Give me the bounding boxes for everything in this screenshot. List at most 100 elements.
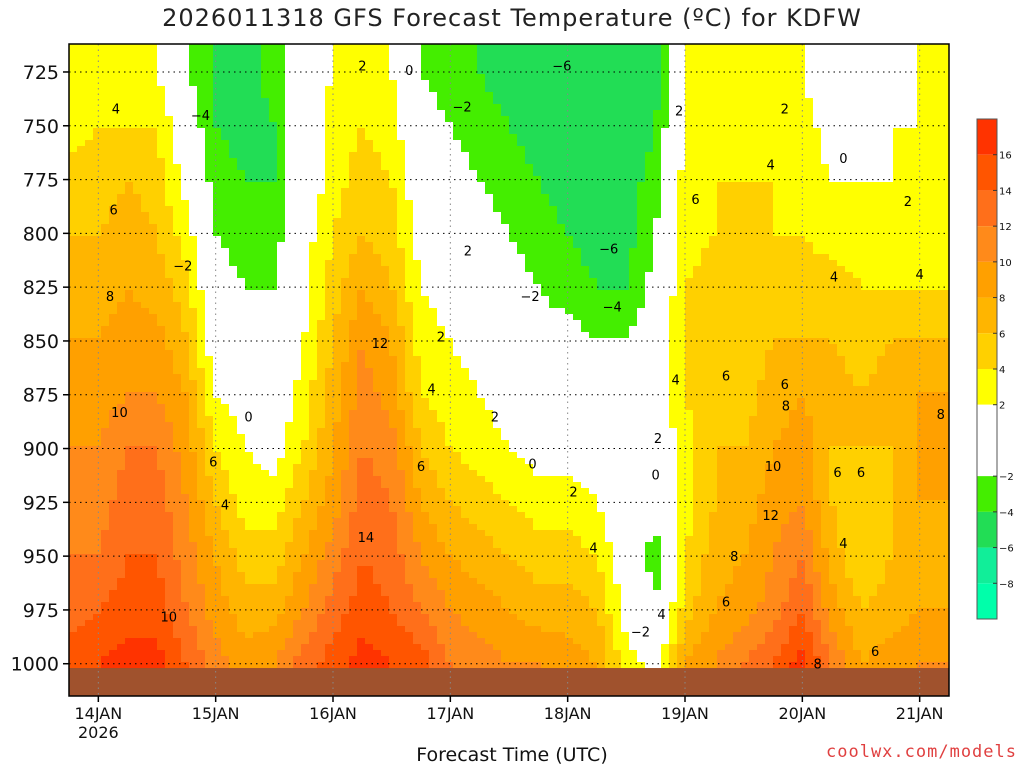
temperature-cell (213, 266, 222, 273)
temperature-cell (77, 650, 86, 657)
temperature-cell (341, 80, 350, 87)
temperature-cell (173, 182, 182, 189)
temperature-cell (357, 326, 366, 333)
temperature-cell (149, 140, 158, 147)
temperature-cell (333, 92, 342, 99)
temperature-cell (221, 518, 230, 525)
temperature-cell (389, 368, 398, 375)
temperature-cell (69, 158, 78, 165)
temperature-cell (189, 110, 198, 117)
temperature-cell (93, 80, 102, 87)
temperature-cell (125, 656, 134, 663)
temperature-cell (229, 386, 238, 393)
temperature-cell (93, 476, 102, 483)
temperature-cell (349, 284, 358, 291)
temperature-cell (277, 404, 286, 411)
temperature-cell (325, 272, 334, 279)
temperature-cell (237, 164, 246, 171)
temperature-cell (253, 614, 262, 621)
temperature-cell (413, 590, 422, 597)
temperature-cell (381, 170, 390, 177)
temperature-cell (237, 326, 246, 333)
temperature-cell (197, 164, 206, 171)
temperature-cell (93, 440, 102, 447)
temperature-cell (429, 56, 438, 63)
temperature-cell (349, 446, 358, 453)
temperature-cell (413, 476, 422, 483)
temperature-cell (221, 614, 230, 621)
temperature-cell (173, 542, 182, 549)
temperature-cell (309, 170, 318, 177)
temperature-cell (285, 146, 294, 153)
temperature-cell (333, 56, 342, 63)
temperature-cell (381, 392, 390, 399)
temperature-cell (325, 116, 334, 123)
temperature-cell (357, 308, 366, 315)
temperature-cell (357, 506, 366, 513)
temperature-cell (141, 656, 150, 663)
temperature-cell (405, 80, 414, 87)
temperature-cell (237, 620, 246, 627)
temperature-cell (197, 302, 206, 309)
temperature-cell (205, 182, 214, 189)
temperature-cell (101, 62, 110, 69)
temperature-cell (109, 488, 118, 495)
temperature-cell (141, 134, 150, 141)
temperature-cell (301, 530, 310, 537)
temperature-cell (149, 380, 158, 387)
temperature-cell (301, 512, 310, 519)
temperature-cell (389, 236, 398, 243)
temperature-cell (93, 332, 102, 339)
temperature-cell (293, 488, 302, 495)
temperature-cell (373, 398, 382, 405)
temperature-cell (301, 50, 310, 57)
temperature-cell (69, 164, 78, 171)
temperature-cell (269, 296, 278, 303)
temperature-cell (373, 632, 382, 639)
temperature-cell (205, 632, 214, 639)
temperature-cell (93, 146, 102, 153)
temperature-cell (213, 650, 222, 657)
temperature-cell (117, 254, 126, 261)
temperature-cell (205, 524, 214, 531)
temperature-cell (269, 368, 278, 375)
temperature-cell (213, 110, 222, 117)
temperature-cell (349, 578, 358, 585)
temperature-cell (245, 506, 254, 513)
temperature-cell (261, 464, 270, 471)
temperature-cell (301, 452, 310, 459)
temperature-cell (325, 296, 334, 303)
temperature-cell (365, 596, 374, 603)
temperature-cell (189, 620, 198, 627)
temperature-cell (333, 176, 342, 183)
temperature-cell (237, 338, 246, 345)
temperature-cell (277, 74, 286, 81)
temperature-cell (261, 62, 270, 69)
temperature-cell (325, 236, 334, 243)
temperature-cell (237, 524, 246, 531)
temperature-cell (245, 314, 254, 321)
temperature-cell (373, 470, 382, 477)
temperature-cell (245, 74, 254, 81)
temperature-cell (117, 416, 126, 423)
temperature-cell (293, 320, 302, 327)
temperature-cell (269, 566, 278, 573)
temperature-cell (365, 542, 374, 549)
temperature-cell (101, 440, 110, 447)
temperature-cell (381, 620, 390, 627)
temperature-cell (413, 86, 422, 93)
temperature-cell (301, 626, 310, 633)
temperature-cell (277, 452, 286, 459)
temperature-cell (205, 368, 214, 375)
temperature-cell (269, 302, 278, 309)
temperature-cell (293, 338, 302, 345)
temperature-cell (413, 62, 422, 69)
temperature-cell (309, 272, 318, 279)
temperature-cell (93, 596, 102, 603)
temperature-cell (93, 212, 102, 219)
temperature-cell (229, 500, 238, 507)
temperature-cell (197, 296, 206, 303)
temperature-cell (293, 296, 302, 303)
temperature-cell (285, 476, 294, 483)
temperature-cell (117, 368, 126, 375)
